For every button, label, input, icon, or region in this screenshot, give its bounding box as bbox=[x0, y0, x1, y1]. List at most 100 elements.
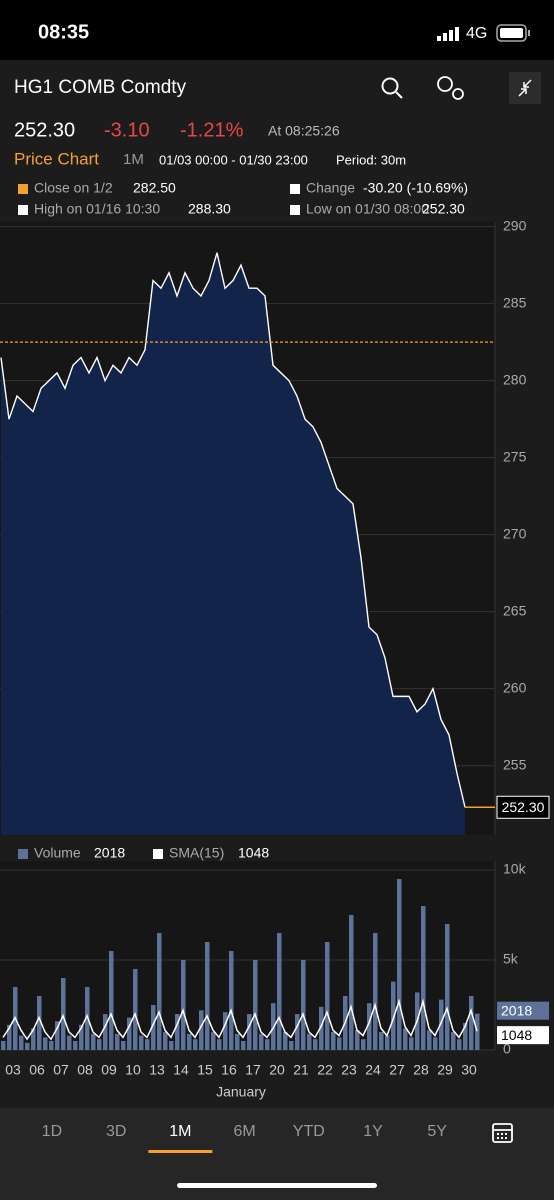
volume-bar bbox=[91, 1033, 96, 1050]
volume-bar bbox=[187, 1033, 192, 1050]
quote-change-pct: -1.21% bbox=[180, 119, 244, 141]
quote-last: 252.30 bbox=[14, 119, 75, 141]
y-tick-label: 255 bbox=[503, 756, 527, 772]
x-tick-label: 29 bbox=[437, 1062, 453, 1078]
volume-bar bbox=[157, 933, 162, 1050]
tab[interactable]: 1Y bbox=[363, 1123, 383, 1140]
x-tick-label: 17 bbox=[245, 1062, 261, 1078]
volume-bar bbox=[109, 951, 114, 1050]
legend-label: Change bbox=[306, 180, 355, 196]
last-value-label: 252.30 bbox=[502, 799, 545, 815]
legend-value: 252.30 bbox=[422, 201, 465, 217]
volume-bar bbox=[313, 1039, 318, 1050]
volume-bar bbox=[337, 1037, 342, 1050]
x-tick-label: 09 bbox=[101, 1062, 117, 1078]
x-tick-label: 16 bbox=[221, 1062, 237, 1078]
volume-bar bbox=[289, 1041, 294, 1050]
x-tick-label: 23 bbox=[341, 1062, 357, 1078]
volume-bar bbox=[241, 1041, 246, 1050]
volume-bar bbox=[1, 1041, 6, 1050]
volume-bar bbox=[379, 1032, 384, 1050]
price-line bbox=[0, 252, 466, 808]
legend-label: High on 01/16 10:30 bbox=[34, 201, 160, 217]
volume-bar bbox=[367, 1003, 372, 1050]
legend-label: SMA(15) bbox=[169, 845, 224, 861]
x-tick-label: 08 bbox=[77, 1062, 93, 1078]
volume-bar bbox=[355, 1030, 360, 1050]
volume-bar bbox=[349, 915, 354, 1050]
legend-label: Close on 1/2 bbox=[34, 180, 113, 196]
tab[interactable]: 1D bbox=[42, 1123, 62, 1140]
x-tick-label: 14 bbox=[173, 1062, 189, 1078]
legend-label: Low on 01/30 08:00 bbox=[306, 201, 429, 217]
tab[interactable]: 3D bbox=[106, 1123, 126, 1140]
tab[interactable]: 1M bbox=[169, 1123, 191, 1140]
x-tick-label: 27 bbox=[389, 1062, 405, 1078]
volume-bar bbox=[427, 1030, 432, 1050]
volume-bar bbox=[253, 960, 258, 1050]
volume-bar bbox=[79, 1024, 84, 1050]
volume-bar bbox=[205, 942, 210, 1050]
tab[interactable]: 6M bbox=[233, 1123, 255, 1140]
volume-bar bbox=[133, 969, 138, 1050]
volume-bar bbox=[307, 1033, 312, 1050]
status-network: 4G bbox=[466, 25, 487, 42]
price-area bbox=[1, 252, 465, 835]
legend-value: 1048 bbox=[238, 845, 269, 861]
legend-label: Volume bbox=[34, 845, 81, 861]
volume-bar bbox=[397, 879, 402, 1050]
volume-bar bbox=[295, 1014, 300, 1050]
x-tick-label: 22 bbox=[317, 1062, 333, 1078]
volume-bar bbox=[115, 1033, 120, 1050]
volume-bar bbox=[151, 1005, 156, 1050]
volume-bar bbox=[73, 1041, 78, 1050]
chart-period: Period: 30m bbox=[336, 152, 406, 167]
y-tick-label: 260 bbox=[503, 679, 527, 695]
volume-bar bbox=[439, 999, 444, 1050]
volume-bar bbox=[235, 1033, 240, 1050]
legend-swatch bbox=[290, 205, 300, 215]
collapse-button[interactable] bbox=[509, 72, 541, 104]
volume-bar bbox=[97, 1039, 102, 1050]
search-icon[interactable] bbox=[381, 77, 403, 99]
value-badge bbox=[497, 1026, 549, 1045]
volume-bar bbox=[391, 981, 396, 1050]
quote-change: -3.10 bbox=[104, 119, 150, 141]
volume-bar bbox=[457, 1039, 462, 1050]
tab[interactable]: 5Y bbox=[427, 1123, 447, 1140]
volume-bar bbox=[319, 1006, 324, 1050]
volume-bar bbox=[259, 1033, 264, 1050]
status-bar bbox=[0, 0, 554, 60]
legend-value: -30.20 (-10.69%) bbox=[363, 180, 468, 196]
volume-bar bbox=[385, 1035, 390, 1050]
volume-bar bbox=[7, 1024, 12, 1050]
chart-dates: 01/03 00:00 - 01/30 23:00 bbox=[159, 152, 308, 167]
volume-bar bbox=[229, 951, 234, 1050]
legend-swatch bbox=[18, 184, 28, 194]
volume-bar bbox=[325, 942, 330, 1050]
volume-bar bbox=[451, 1032, 456, 1050]
volume-bar bbox=[445, 924, 450, 1050]
y-tick-label: 290 bbox=[503, 217, 527, 233]
settings-icon[interactable] bbox=[437, 76, 464, 100]
volume-bar bbox=[469, 996, 474, 1050]
signal-icon bbox=[437, 27, 459, 41]
legend-swatch bbox=[153, 849, 163, 859]
volume-bar bbox=[103, 1014, 108, 1050]
tab-underline bbox=[148, 1150, 213, 1153]
volume-bar bbox=[247, 1014, 252, 1050]
volume-bar bbox=[25, 1042, 30, 1050]
x-axis-label: January bbox=[216, 1084, 266, 1100]
legend-swatch bbox=[18, 849, 28, 859]
calendar-icon[interactable] bbox=[492, 1123, 513, 1143]
tab[interactable]: YTD bbox=[293, 1123, 325, 1140]
legend-swatch bbox=[18, 205, 28, 215]
x-tick-label: 20 bbox=[269, 1062, 285, 1078]
y-tick-label: 280 bbox=[503, 371, 527, 387]
status-time: 08:35 bbox=[38, 21, 89, 43]
volume-bar bbox=[283, 1032, 288, 1050]
last-value-badge bbox=[496, 795, 550, 819]
volume-bar bbox=[169, 1041, 174, 1050]
legend-swatch bbox=[290, 184, 300, 194]
y-tick-label: 270 bbox=[503, 525, 527, 541]
